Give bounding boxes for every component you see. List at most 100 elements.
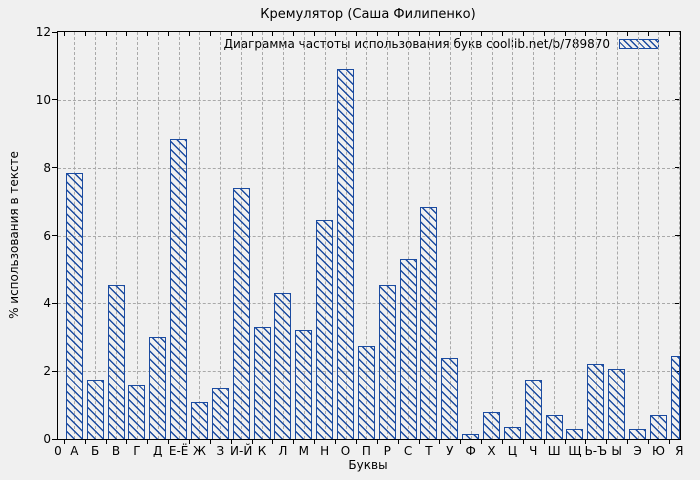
v-gridline [387, 32, 389, 439]
bar-У [441, 357, 459, 439]
v-gridline [136, 32, 138, 439]
v-gridline [262, 32, 264, 439]
x-tick-mark [63, 440, 65, 444]
x-tick-label-Э: Э [633, 444, 642, 458]
bar-Г [128, 384, 146, 439]
v-gridline [282, 32, 284, 439]
v-gridline [679, 32, 681, 439]
y-tick-mark-mirror [675, 302, 680, 304]
x-tick-mark-mirror [501, 32, 503, 36]
x-tick-mark-mirror [585, 32, 587, 36]
bar-К [253, 327, 271, 439]
x-tick-mark [564, 440, 566, 444]
y-tick-mark [52, 167, 58, 169]
bar-Ы [608, 369, 626, 439]
x-tick-mark-mirror [460, 32, 462, 36]
bar-Э [629, 428, 647, 439]
x-tick-label-Х: Х [487, 444, 496, 458]
x-tick-label-Ч: Ч [529, 444, 538, 458]
bar-И-Й [232, 188, 250, 439]
x-tick-mark-mirror [397, 32, 399, 36]
x-tick-label-М: М [298, 444, 309, 458]
bar-А [65, 172, 83, 439]
v-gridline [95, 32, 97, 439]
v-gridline [449, 32, 451, 439]
x-tick-mark-mirror [230, 32, 232, 36]
x-tick-mark-mirror [189, 32, 191, 36]
x-tick-mark [293, 440, 295, 444]
x-tick-mark [543, 440, 545, 444]
v-gridline [574, 32, 576, 439]
x-tick-label-Е-Ё: Е-Ё [168, 444, 189, 458]
x-tick-mark-mirror [335, 32, 337, 36]
v-gridline [637, 32, 639, 439]
y-tick-mark [52, 370, 58, 372]
x-tick-label-И-Й: И-Й [230, 444, 253, 458]
legend: Диаграмма частоты использования букв coo… [224, 37, 659, 51]
x-tick-label-З: З [216, 444, 225, 458]
bar-Ц [503, 427, 521, 439]
v-gridline [408, 32, 410, 439]
x-tick-mark-mirror [418, 32, 420, 36]
x-tick-label-Ы: Ы [611, 444, 622, 458]
x-tick-mark [84, 440, 86, 444]
v-gridline [595, 32, 597, 439]
x-tick-label-В: В [111, 444, 121, 458]
x-tick-label-Ш: Ш [547, 444, 561, 458]
v-gridline [199, 32, 201, 439]
x-tick-label-У: У [446, 444, 454, 458]
x-tick-mark [230, 440, 232, 444]
x-tick-mark [251, 440, 253, 444]
y-tick-label: 12 [35, 25, 51, 39]
x-tick-mark [648, 440, 649, 444]
plot-area: Диаграмма частоты использования букв coo… [36, 25, 684, 458]
legend-label: Диаграмма частоты использования букв coo… [223, 37, 610, 51]
v-gridline [157, 32, 159, 439]
x-tick-label-Н: Н [320, 444, 330, 458]
y-tick-mark-mirror [675, 167, 680, 169]
bar-Щ [566, 428, 584, 439]
v-gridline [491, 32, 493, 439]
x-tick-label-Р: Р [383, 444, 391, 458]
y-tick-mark [52, 302, 58, 304]
x-tick-mark-mirror [147, 32, 149, 36]
x-tick-mark [606, 440, 608, 444]
y-tick-mark-mirror [675, 235, 680, 236]
v-gridline [658, 32, 660, 439]
x-tick-label-А: А [70, 444, 79, 458]
bar-С [399, 259, 417, 439]
v-gridline [512, 32, 514, 439]
h-gridline [58, 99, 680, 101]
x-tick-mark-mirror [84, 32, 86, 36]
x-tick-mark-mirror [272, 32, 274, 36]
x-origin-label: 0 [54, 444, 62, 458]
x-tick-mark-mirror [606, 32, 608, 36]
x-tick-mark [501, 440, 503, 444]
y-tick-label: 0 [43, 432, 51, 446]
x-tick-mark [209, 440, 211, 444]
x-tick-label-Ю: Ю [651, 444, 665, 458]
bar-О [337, 69, 354, 439]
x-tick-mark-mirror [543, 32, 545, 36]
x-tick-label-Т: Т [425, 444, 433, 458]
x-tick-mark [126, 440, 128, 444]
bar-Б [86, 379, 104, 439]
x-axis-title: Буквы [348, 458, 388, 472]
y-tick-label: 4 [43, 296, 51, 311]
x-tick-label-Ь-Ъ: Ь-Ъ [584, 444, 608, 458]
v-gridline [116, 32, 118, 439]
y-tick-label: 6 [43, 228, 51, 243]
v-gridline [303, 32, 305, 439]
x-tick-mark [168, 440, 170, 444]
x-tick-mark [314, 440, 316, 444]
y-tick-mark [52, 235, 58, 236]
x-tick-mark [397, 440, 399, 444]
x-tick-mark [460, 440, 462, 444]
x-tick-label-О: О [340, 444, 351, 458]
bar-Н [316, 220, 334, 439]
bar-В [107, 284, 125, 439]
x-tick-label-Д: Д [153, 444, 163, 458]
x-tick-mark [439, 440, 441, 444]
x-tick-mark-mirror [251, 32, 253, 36]
